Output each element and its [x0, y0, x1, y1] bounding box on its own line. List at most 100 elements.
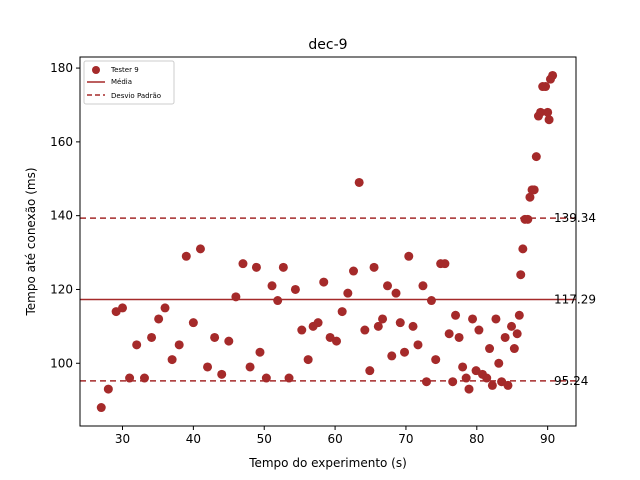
data-point	[525, 192, 535, 202]
data-point	[523, 214, 533, 224]
legend-label-tester: Tester 9	[110, 66, 139, 74]
legend: Tester 9 Média Desvio Padrão	[83, 60, 175, 105]
data-point	[464, 384, 474, 394]
data-point	[195, 244, 205, 254]
data-point	[373, 321, 383, 331]
data-point	[421, 377, 431, 387]
data-point	[482, 373, 492, 383]
data-point	[408, 321, 418, 331]
x-tick-label: 40	[186, 432, 201, 446]
x-tick-label: 60	[327, 432, 342, 446]
data-point	[360, 325, 370, 335]
data-point	[487, 380, 497, 390]
data-point	[413, 340, 423, 350]
data-point	[354, 177, 364, 187]
data-point	[391, 288, 401, 298]
data-point	[454, 332, 464, 342]
legend-marker	[92, 66, 100, 74]
data-point	[290, 284, 300, 294]
data-point	[278, 262, 288, 272]
data-point	[461, 373, 471, 383]
reference-labels: 117.29 139.34 95.24	[554, 211, 596, 388]
data-point	[118, 303, 128, 313]
reference-lines	[80, 217, 576, 382]
data-points	[96, 70, 558, 413]
data-point	[181, 251, 191, 261]
y-tick-label: 180	[50, 61, 73, 75]
data-point	[96, 403, 106, 413]
data-point	[400, 347, 410, 357]
data-point	[536, 107, 546, 117]
data-point	[231, 292, 241, 302]
data-point	[251, 262, 261, 272]
y-tick-label: 100	[50, 356, 73, 370]
data-point	[448, 377, 458, 387]
ref-label-mean: 117.29	[554, 292, 596, 306]
data-point	[378, 314, 388, 324]
y-tick-label: 160	[50, 135, 73, 149]
data-point	[132, 340, 142, 350]
data-point	[154, 314, 164, 324]
data-point	[337, 307, 347, 317]
data-point	[518, 244, 528, 254]
y-tick-label: 140	[50, 209, 73, 223]
y-axis-title: Tempo até conexão (ms)	[24, 167, 38, 316]
legend-label-std: Desvio Padrão	[111, 92, 161, 100]
data-point	[261, 373, 271, 383]
ref-label-lower: 95.24	[554, 374, 588, 388]
data-point	[531, 152, 541, 162]
data-point	[245, 362, 255, 372]
x-axis: 30 40 50 60 70 80 90	[115, 426, 555, 446]
x-tick-label: 80	[469, 432, 484, 446]
x-tick-label: 70	[398, 432, 413, 446]
x-tick-label: 90	[540, 432, 555, 446]
data-point	[365, 366, 375, 376]
data-point	[174, 340, 184, 350]
data-point	[103, 384, 113, 394]
y-axis: 100 120 140 160 180	[50, 61, 80, 370]
data-point	[404, 251, 414, 261]
data-point	[507, 321, 517, 331]
data-point	[313, 318, 323, 328]
data-point	[203, 362, 213, 372]
data-point	[284, 373, 294, 383]
data-point	[444, 329, 454, 339]
data-point	[343, 288, 353, 298]
data-point	[426, 296, 436, 306]
data-point	[319, 277, 329, 287]
data-point	[514, 310, 524, 320]
y-tick-label: 120	[50, 282, 73, 296]
data-point	[387, 351, 397, 361]
data-point	[544, 115, 554, 125]
data-point	[147, 332, 157, 342]
data-point	[494, 358, 504, 368]
data-point	[217, 369, 227, 379]
x-tick-label: 50	[257, 432, 272, 446]
data-point	[458, 362, 468, 372]
data-point	[516, 270, 526, 280]
data-point	[188, 318, 198, 328]
data-point	[160, 303, 170, 313]
data-point	[267, 281, 277, 291]
legend-label-mean: Média	[111, 78, 132, 86]
data-point	[349, 266, 359, 276]
data-point	[491, 314, 501, 324]
data-point	[139, 373, 149, 383]
data-point	[485, 344, 495, 354]
data-point	[210, 332, 220, 342]
data-point	[238, 259, 248, 269]
data-point	[167, 355, 177, 365]
data-point	[468, 314, 478, 324]
data-point	[418, 281, 428, 291]
data-point	[529, 185, 539, 195]
x-axis-title: Tempo do experimento (s)	[248, 456, 407, 470]
data-point	[273, 296, 283, 306]
data-point	[451, 310, 461, 320]
plot-frame	[79, 56, 577, 427]
data-point	[332, 336, 342, 346]
legend-box	[83, 60, 175, 105]
chart-title: dec-9	[308, 37, 347, 53]
data-point	[303, 355, 313, 365]
data-point	[500, 332, 510, 342]
data-point	[509, 344, 519, 354]
